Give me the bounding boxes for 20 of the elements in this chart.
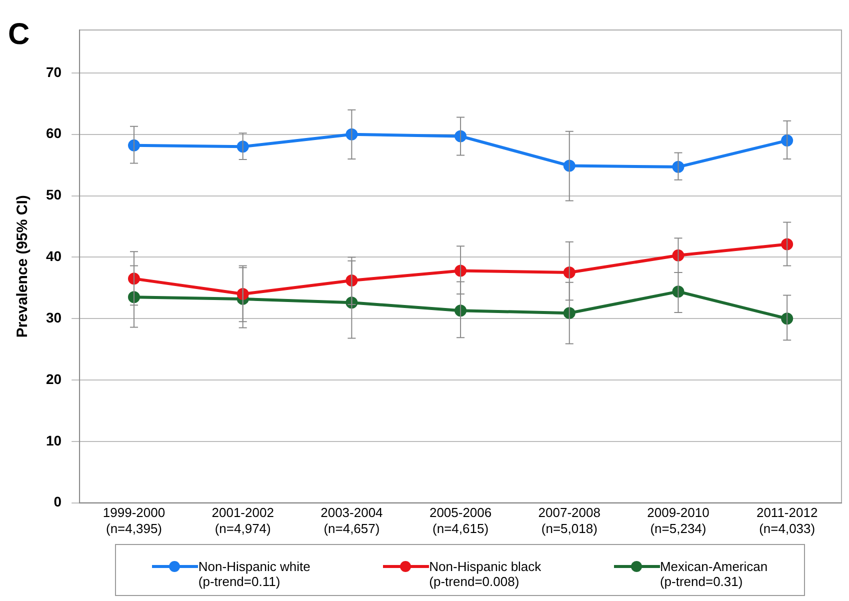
x-tick-label: 2001-2002 (n=4,974) [212, 505, 274, 536]
legend-label: Mexican-American (p-trend=0.31) [660, 559, 768, 589]
y-tick-label: 20 [46, 370, 62, 387]
legend-label: Non-Hispanic black (p-trend=0.008) [429, 559, 542, 589]
y-tick-label: 50 [46, 186, 62, 203]
y-tick-label: 40 [46, 248, 62, 264]
x-tick-label: 2011-2012 (n=4,033) [756, 505, 818, 536]
x-tick-label: 2009-2010 (n=5,234) [647, 505, 710, 536]
x-tick-label: 1999-2000 (n=4,395) [102, 505, 166, 536]
chart-title: C [8, 18, 30, 52]
y-tick-label: 60 [46, 125, 62, 142]
y-axis-title: Prevalence (95% CI) [14, 195, 32, 338]
x-tick-label: 2007-2008 (n=5,018) [538, 505, 600, 536]
x-tick-label: 2003-2004 (n=4,657) [320, 505, 383, 536]
y-tick-label: 30 [46, 309, 62, 326]
y-tick-label: 0 [54, 494, 62, 510]
y-tick-label: 70 [46, 64, 62, 80]
x-tick-label: 2005-2006 (n=4,615) [429, 505, 492, 536]
y-tick-label: 10 [46, 432, 62, 448]
legend-label: Non-Hispanic white (p-trend=0.11) [198, 559, 310, 589]
